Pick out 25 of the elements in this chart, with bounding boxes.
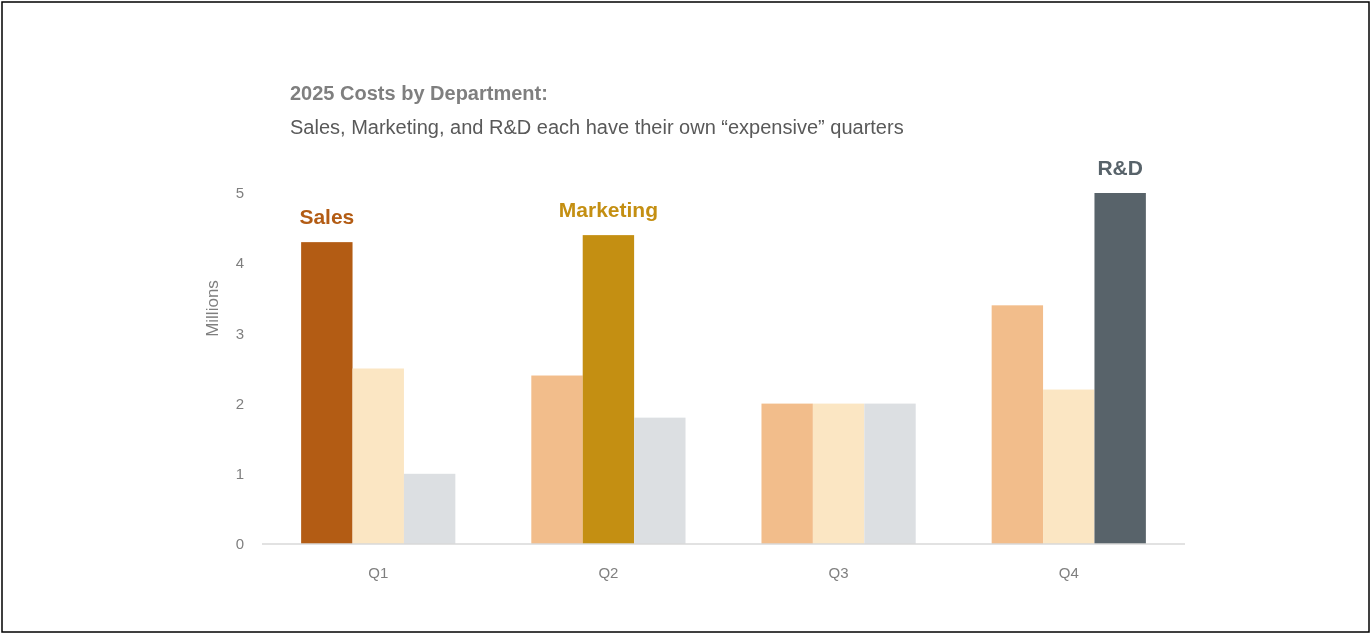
bar (531, 375, 583, 544)
series-label: Marketing (558, 198, 659, 222)
y-tick-label: 2 (235, 394, 245, 412)
bar (301, 242, 353, 544)
y-tick-label: 1 (235, 465, 245, 483)
series-label: R&D (1097, 156, 1143, 179)
bar (812, 403, 865, 544)
series-label: Sales (299, 205, 355, 229)
y-tick-label: 3 (235, 324, 245, 342)
bar (1043, 389, 1095, 544)
x-tick-label: Q3 (828, 564, 849, 581)
bar (761, 403, 813, 544)
chart-subtitle: Sales, Marketing, and R&D each have their own “expensive” quarters (290, 116, 904, 138)
bar (991, 305, 1044, 544)
y-tick-label: 0 (235, 535, 245, 553)
x-tick-label: Q1 (368, 564, 389, 581)
x-tick-label: Q2 (598, 564, 619, 581)
bar (582, 235, 635, 544)
y-axis-title: Millions (203, 280, 222, 337)
chart-title: 2025 Costs by Department: (290, 82, 548, 104)
y-tick-label: 4 (235, 254, 245, 272)
x-tick-label: Q4 (1058, 564, 1079, 581)
bar (352, 368, 404, 544)
bar (1094, 193, 1146, 544)
y-tick-label: 5 (235, 184, 245, 202)
